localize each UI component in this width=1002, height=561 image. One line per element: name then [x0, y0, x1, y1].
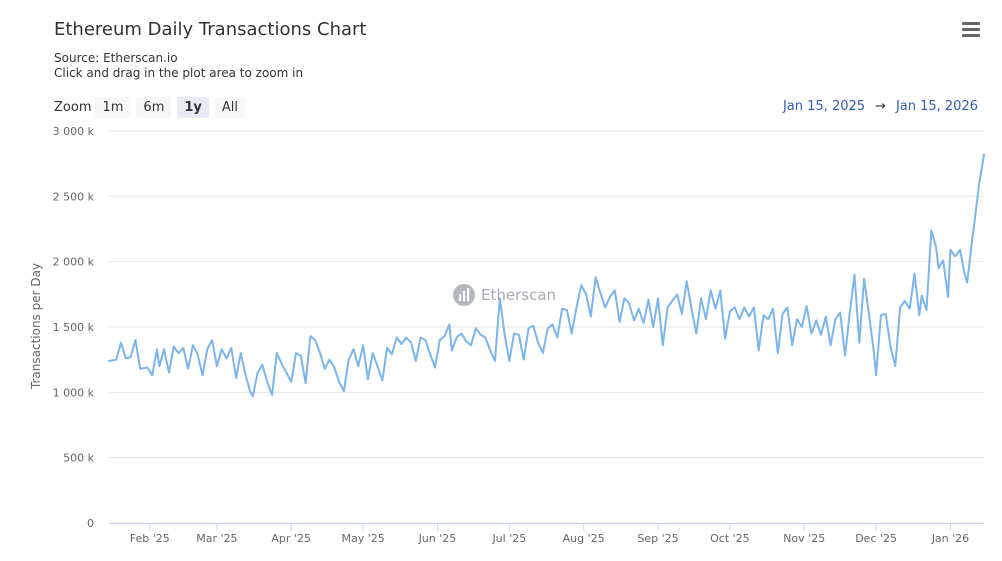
- y-tick-label: 500 k: [63, 452, 94, 465]
- x-tick-label: Jul '25: [491, 532, 526, 545]
- x-tick-label: Sep '25: [637, 532, 678, 545]
- series-line-transactions[interactable]: [108, 153, 985, 398]
- chart-title: Ethereum Daily Transactions Chart: [54, 19, 367, 40]
- chart-zoom-hint: Click and drag in the plot area to zoom …: [54, 66, 304, 80]
- y-tick-label: 2 500 k: [53, 190, 95, 203]
- y-tick-label: 2 000 k: [53, 256, 95, 269]
- x-tick-label: Jan '26: [931, 532, 969, 545]
- etherscan-watermark: Etherscan: [452, 283, 556, 307]
- y-tick-label: 3 000 k: [53, 125, 95, 138]
- x-tick-label: May '25: [341, 532, 384, 545]
- range-from-input[interactable]: Jan 15, 2025: [782, 99, 866, 114]
- y-axis-ticks: 0 500 k 1 000 k 1 500 k 2 000 k 2 500 k 3 000 …: [53, 125, 95, 530]
- zoom-label: Zoom: [54, 100, 92, 115]
- x-tick-label: Aug '25: [563, 532, 605, 545]
- chart-source: Source: Etherscan.io: [54, 51, 178, 65]
- watermark-text: Etherscan: [481, 286, 557, 304]
- zoom-all-button[interactable]: All: [214, 97, 246, 118]
- x-tick-label: Feb '25: [130, 532, 170, 545]
- y-tick-label: 1 500 k: [53, 321, 95, 334]
- x-tick-label: Oct '25: [710, 532, 750, 545]
- zoom-6m-button[interactable]: 6m: [136, 97, 172, 118]
- x-tick-label: Apr '25: [271, 532, 311, 545]
- zoom-1m-button[interactable]: 1m: [95, 97, 131, 118]
- hamburger-menu-icon[interactable]: [962, 22, 980, 38]
- zoom-selector: Zoom 1m 6m 1y All: [54, 97, 251, 118]
- zoom-1y-button[interactable]: 1y: [177, 97, 209, 118]
- y-tick-label: 0: [87, 517, 94, 530]
- grid-lines: [109, 130, 984, 524]
- series-layer: [108, 153, 985, 398]
- x-tick-label: Dec '25: [855, 532, 897, 545]
- range-arrow: →: [875, 99, 886, 114]
- x-tick-label: Jun '25: [418, 532, 457, 545]
- x-tick-label: Nov '25: [783, 532, 825, 545]
- y-tick-label: 1 000 k: [53, 386, 95, 399]
- etherscan-logo-icon: [453, 284, 475, 306]
- date-range: Jan 15, 2025 → Jan 15, 2026: [783, 99, 978, 114]
- x-axis-ticks: Feb '25 Mar '25 Apr '25 May '25 Jun '25 Jul '…: [130, 523, 969, 545]
- x-tick-label: Mar '25: [196, 532, 237, 545]
- range-to-input[interactable]: Jan 15, 2026: [895, 99, 978, 114]
